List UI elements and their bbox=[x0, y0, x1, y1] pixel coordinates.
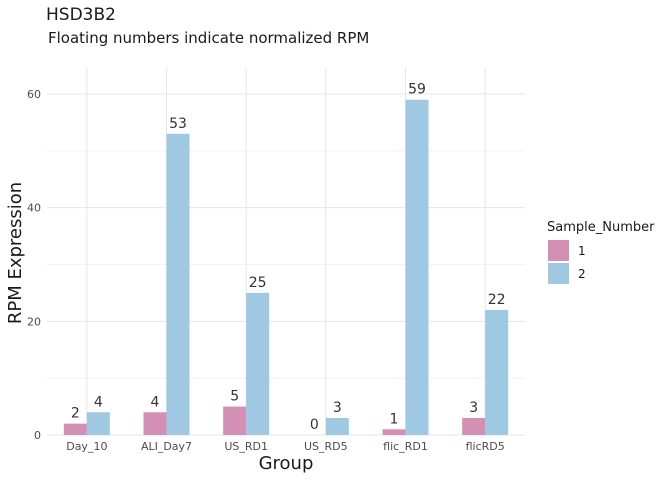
bar-series-1 bbox=[143, 412, 167, 435]
bar-series-2 bbox=[86, 412, 110, 435]
bar-series-1 bbox=[223, 406, 247, 435]
x-tick-label: US_RD5 bbox=[304, 440, 348, 453]
bar-series-2 bbox=[485, 309, 509, 435]
bar-series-2 bbox=[325, 417, 349, 435]
data-label: 5 bbox=[230, 389, 239, 405]
data-label: 25 bbox=[249, 275, 267, 291]
x-tick-label: flic_RD1 bbox=[383, 440, 428, 453]
legend-swatch-1 bbox=[548, 240, 569, 261]
y-tick-label: 40 bbox=[27, 202, 41, 215]
data-label: 59 bbox=[408, 82, 426, 98]
x-tick-label: Day_10 bbox=[66, 440, 107, 453]
legend: Sample_Number 1 2 bbox=[547, 220, 655, 284]
legend-label: 1 bbox=[578, 244, 586, 258]
x-tick-label: ALI_Day7 bbox=[141, 440, 192, 453]
legend-label: 2 bbox=[578, 267, 586, 281]
data-label: 1 bbox=[390, 411, 399, 427]
data-label: 22 bbox=[488, 292, 506, 308]
bar-series-1 bbox=[63, 423, 87, 435]
chart-subtitle: Floating numbers indicate normalized RPM bbox=[48, 29, 369, 47]
chart-title: HSD3B2 bbox=[46, 5, 116, 25]
x-axis-title: Group bbox=[259, 453, 314, 474]
legend-swatch-2 bbox=[548, 263, 569, 284]
data-label: 4 bbox=[94, 394, 103, 410]
gridlines bbox=[47, 68, 525, 437]
bar-series-2 bbox=[246, 292, 270, 435]
y-tick-label: 60 bbox=[27, 88, 41, 101]
y-tick-label: 0 bbox=[34, 429, 41, 442]
data-label: 0 bbox=[310, 417, 319, 433]
data-label: 3 bbox=[469, 400, 478, 416]
bar-series-1 bbox=[382, 429, 406, 435]
data-label: 2 bbox=[71, 406, 80, 422]
legend-title: Sample_Number bbox=[547, 220, 655, 235]
bars bbox=[63, 99, 509, 435]
bar-series-2 bbox=[166, 133, 190, 435]
x-tick-label: flicRD5 bbox=[466, 440, 505, 453]
y-axis-ticks: 0 20 40 60 bbox=[27, 88, 41, 442]
bar-series-2 bbox=[405, 99, 429, 435]
data-label: 4 bbox=[151, 394, 160, 410]
x-axis-ticks: Day_10 ALI_Day7 US_RD1 US_RD5 flic_RD1 flicRD… bbox=[66, 440, 505, 453]
y-tick-label: 20 bbox=[27, 315, 41, 328]
y-axis-title: RPM Expression bbox=[5, 182, 26, 324]
x-tick-label: US_RD1 bbox=[224, 440, 268, 453]
data-label: 3 bbox=[333, 400, 342, 416]
data-label: 53 bbox=[169, 116, 187, 132]
bar-series-1 bbox=[462, 417, 486, 435]
